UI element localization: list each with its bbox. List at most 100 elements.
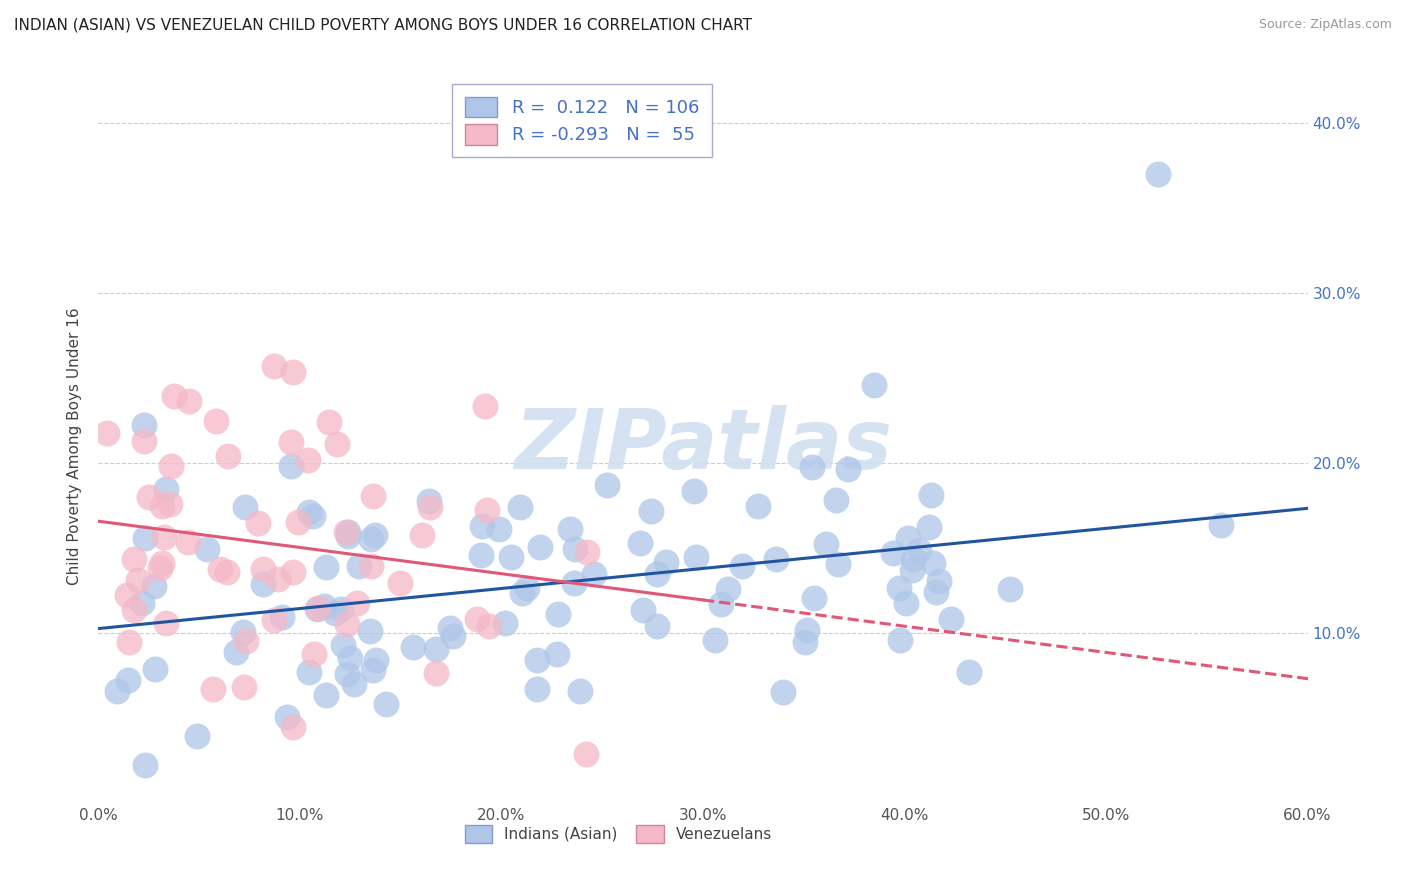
- Point: [939, 612, 962, 626]
- Point: [232, 681, 254, 695]
- Point: [153, 530, 176, 544]
- Point: [717, 582, 740, 596]
- Point: [470, 548, 492, 562]
- Point: [347, 558, 370, 573]
- Point: [233, 500, 256, 514]
- Point: [326, 436, 349, 450]
- Point: [312, 599, 335, 613]
- Point: [364, 652, 387, 666]
- Point: [765, 551, 787, 566]
- Point: [1209, 518, 1232, 533]
- Point: [827, 558, 849, 572]
- Text: INDIAN (ASIAN) VS VENEZUELAN CHILD POVERTY AMONG BOYS UNDER 16 CORRELATION CHART: INDIAN (ASIAN) VS VENEZUELAN CHILD POVER…: [14, 18, 752, 33]
- Point: [896, 595, 918, 609]
- Point: [202, 682, 225, 697]
- Point: [474, 399, 496, 413]
- Point: [232, 625, 254, 640]
- Point: [772, 685, 794, 699]
- Point: [901, 552, 924, 566]
- Point: [271, 609, 294, 624]
- Point: [177, 393, 200, 408]
- Point: [546, 647, 568, 661]
- Point: [252, 577, 274, 591]
- Point: [287, 515, 309, 529]
- Point: [281, 365, 304, 379]
- Point: [307, 601, 329, 615]
- Point: [276, 710, 298, 724]
- Point: [155, 482, 177, 496]
- Point: [509, 500, 531, 514]
- Point: [361, 663, 384, 677]
- Point: [280, 458, 302, 473]
- Text: ZIPatlas: ZIPatlas: [515, 406, 891, 486]
- Point: [574, 747, 596, 761]
- Point: [302, 509, 325, 524]
- Point: [887, 581, 910, 595]
- Point: [731, 558, 754, 573]
- Point: [209, 561, 232, 575]
- Point: [425, 665, 447, 680]
- Point: [575, 545, 598, 559]
- Point: [134, 758, 156, 772]
- Point: [263, 613, 285, 627]
- Point: [655, 555, 678, 569]
- Point: [217, 450, 239, 464]
- Point: [150, 556, 173, 570]
- Point: [526, 653, 548, 667]
- Point: [163, 389, 186, 403]
- Point: [149, 561, 172, 575]
- Point: [568, 684, 591, 698]
- Point: [703, 633, 725, 648]
- Point: [134, 531, 156, 545]
- Point: [488, 522, 510, 536]
- Point: [920, 488, 942, 502]
- Point: [402, 640, 425, 654]
- Legend: Indians (Asian), Venezuelans: Indians (Asian), Venezuelans: [458, 819, 778, 848]
- Point: [336, 529, 359, 543]
- Point: [921, 556, 943, 570]
- Point: [159, 497, 181, 511]
- Point: [824, 493, 846, 508]
- Point: [155, 615, 177, 630]
- Point: [710, 597, 733, 611]
- Point: [794, 634, 817, 648]
- Point: [814, 537, 837, 551]
- Point: [628, 536, 651, 550]
- Point: [918, 520, 941, 534]
- Point: [204, 414, 226, 428]
- Point: [363, 528, 385, 542]
- Point: [897, 531, 920, 545]
- Point: [682, 483, 704, 498]
- Point: [247, 516, 270, 530]
- Point: [640, 504, 662, 518]
- Point: [803, 591, 825, 605]
- Point: [837, 462, 859, 476]
- Point: [477, 502, 499, 516]
- Point: [186, 729, 208, 743]
- Point: [343, 677, 366, 691]
- Point: [302, 647, 325, 661]
- Point: [526, 681, 548, 696]
- Point: [471, 518, 494, 533]
- Point: [516, 581, 538, 595]
- Point: [360, 558, 382, 573]
- Point: [558, 522, 581, 536]
- Point: [889, 632, 911, 647]
- Point: [298, 505, 321, 519]
- Point: [117, 588, 139, 602]
- Point: [631, 602, 654, 616]
- Point: [215, 565, 238, 579]
- Point: [315, 560, 337, 574]
- Point: [143, 662, 166, 676]
- Point: [122, 552, 145, 566]
- Point: [225, 645, 247, 659]
- Point: [863, 378, 886, 392]
- Point: [564, 542, 586, 557]
- Point: [796, 623, 818, 637]
- Point: [337, 525, 360, 540]
- Point: [297, 665, 319, 680]
- Point: [957, 665, 980, 679]
- Point: [134, 418, 156, 433]
- Point: [124, 603, 146, 617]
- Point: [439, 621, 461, 635]
